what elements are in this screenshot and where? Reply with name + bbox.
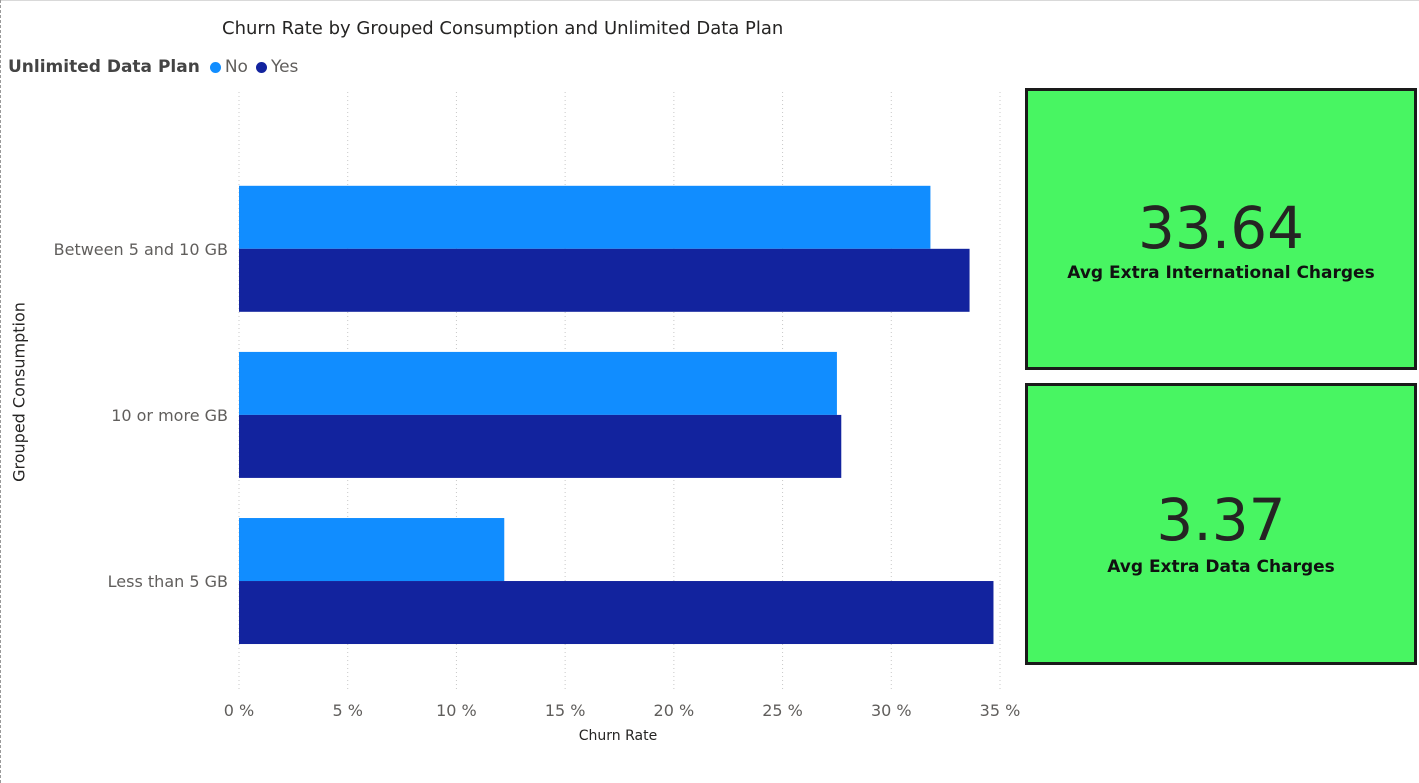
chart-title: Churn Rate by Grouped Consumption and Un… <box>222 18 784 39</box>
y-tick-label: Between 5 and 10 GB <box>54 240 228 259</box>
page-left-border <box>0 0 1 783</box>
bar-yes-0[interactable] <box>239 248 970 312</box>
legend-dot-no <box>209 61 221 73</box>
legend-label-no: No <box>224 57 248 77</box>
bar-no-2[interactable] <box>239 518 505 582</box>
legend-label-yes: Yes <box>270 57 299 77</box>
kpi-card-intl-charges[interactable]: 33.64 Avg Extra International Charges <box>1025 88 1417 370</box>
bar-yes-1[interactable] <box>239 414 842 478</box>
x-tick-label: 5 % <box>332 701 362 720</box>
y-tick-label: Less than 5 GB <box>108 572 228 591</box>
legend-item-no[interactable]: No <box>209 57 248 77</box>
legend-title: Unlimited Data Plan <box>8 57 200 77</box>
legend-item-yes[interactable]: Yes <box>255 57 299 77</box>
legend: Unlimited Data Plan No Yes <box>8 56 306 78</box>
bar-no-1[interactable] <box>239 351 837 415</box>
card-label: Avg Extra Data Charges <box>1107 557 1335 577</box>
card-label: Avg Extra International Charges <box>1067 263 1375 283</box>
x-tick-label: 0 % <box>224 701 254 720</box>
x-tick-label: 10 % <box>436 701 477 720</box>
x-tick-label: 20 % <box>654 701 695 720</box>
card-value: 33.64 <box>1137 194 1305 262</box>
y-tick-label: 10 or more GB <box>111 406 228 425</box>
kpi-card-data-charges[interactable]: 3.37 Avg Extra Data Charges <box>1025 383 1417 665</box>
x-tick-label: 15 % <box>545 701 586 720</box>
card-value: 3.37 <box>1156 486 1286 554</box>
x-tick-label: 35 % <box>980 701 1020 720</box>
bar-yes-2[interactable] <box>239 581 994 645</box>
x-tick-label: 30 % <box>871 701 912 720</box>
x-axis-title: Churn Rate <box>579 728 657 744</box>
legend-dot-yes <box>255 61 267 73</box>
bar-chart: 0 % 5 % 10 % 15 % 20 % 25 % 30 % 35 % Churn Rate… <box>54 92 1020 744</box>
bar-no-0[interactable] <box>239 185 931 249</box>
x-tick-label: 25 % <box>762 701 803 720</box>
page-top-border <box>0 0 1419 1</box>
